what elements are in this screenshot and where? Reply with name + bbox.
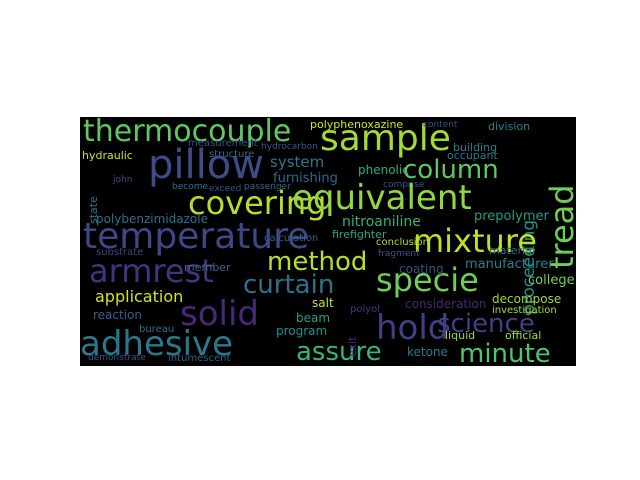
word-salt: salt (312, 296, 334, 310)
word-comprise: comprise (383, 180, 425, 190)
word-equivalent: equivalent (292, 178, 472, 218)
word-fragment: fragment (378, 249, 420, 259)
word-system: system (270, 153, 325, 171)
word-become: become (172, 182, 209, 192)
word-cloud: thermocouple sample pillow column tread proce… (80, 117, 576, 366)
word-occupant: occupant (447, 149, 498, 162)
word-nitroaniline: nitroaniline (342, 214, 421, 230)
word-content: content (423, 120, 458, 130)
word-official: official (505, 329, 542, 342)
word-passenger: passenger (244, 182, 291, 192)
word-pillow: pillow (148, 142, 264, 188)
word-mixture: mixture (413, 222, 537, 260)
word-decompose: decompose (492, 292, 562, 306)
word-state: state (87, 196, 100, 225)
word-column: column (403, 155, 499, 185)
word-member: member (184, 261, 231, 274)
word-measurement: measurement (188, 138, 258, 149)
word-substrate: substrate (96, 247, 144, 258)
word-thermocouple: thermocouple (83, 117, 292, 149)
word-intumescent: intumescent (168, 353, 231, 364)
word-investigation: investigation (492, 305, 557, 316)
word-calculation: calculation (264, 233, 319, 244)
word-demonstrate: demonstrate (88, 353, 146, 363)
word-hydrocarbon: hydrocarbon (261, 142, 318, 152)
word-building: building (453, 141, 498, 154)
word-armrest: armrest (89, 252, 214, 290)
word-liquid: liquid (445, 329, 476, 342)
word-furnishing: furnishing (273, 171, 338, 186)
word-john: john (113, 175, 133, 185)
word-polybenzimidazole: polybenzimidazole (96, 212, 208, 226)
word-prepolymer: prepolymer (474, 209, 549, 224)
word-covering: covering (188, 184, 327, 222)
word-polyphenoxazine: polyphenoxazine (310, 118, 404, 131)
word-exit: exit (346, 336, 359, 358)
word-material: material (489, 244, 535, 257)
word-division: division (488, 120, 531, 133)
word-method: method (267, 247, 368, 277)
word-curtain: curtain (243, 270, 335, 300)
word-conclusion: conclusion (376, 237, 430, 248)
word-ketone: ketone (407, 345, 448, 359)
word-application: application (95, 287, 184, 306)
word-manufacturer: manufacturer (465, 257, 554, 272)
word-temperature: temperature (83, 216, 310, 257)
word-phenolic: phenolic (358, 163, 409, 177)
word-reaction: reaction (93, 308, 142, 322)
word-hydraulic: hydraulic (82, 149, 133, 162)
word-adhesive: adhesive (80, 324, 234, 364)
word-bureau: bureau (139, 324, 175, 335)
word-coating: coating (399, 262, 444, 276)
word-minute: minute (459, 339, 551, 366)
word-assure: assure (296, 337, 382, 366)
word-science: science (437, 309, 535, 339)
word-structure: structure (209, 149, 255, 160)
word-exceed: exceed (209, 184, 242, 194)
word-college: college (528, 273, 575, 288)
word-sample: sample (320, 118, 451, 159)
word-hold: hold (376, 308, 450, 348)
word-solid: solid (180, 294, 259, 334)
word-firefighter: firefighter (332, 228, 387, 241)
word-beam: beam (296, 311, 331, 325)
word-polyol: polyol (350, 304, 381, 315)
word-consideration: consideration (405, 297, 487, 311)
word-program: program (276, 324, 328, 338)
word-specie: specie (376, 261, 479, 299)
